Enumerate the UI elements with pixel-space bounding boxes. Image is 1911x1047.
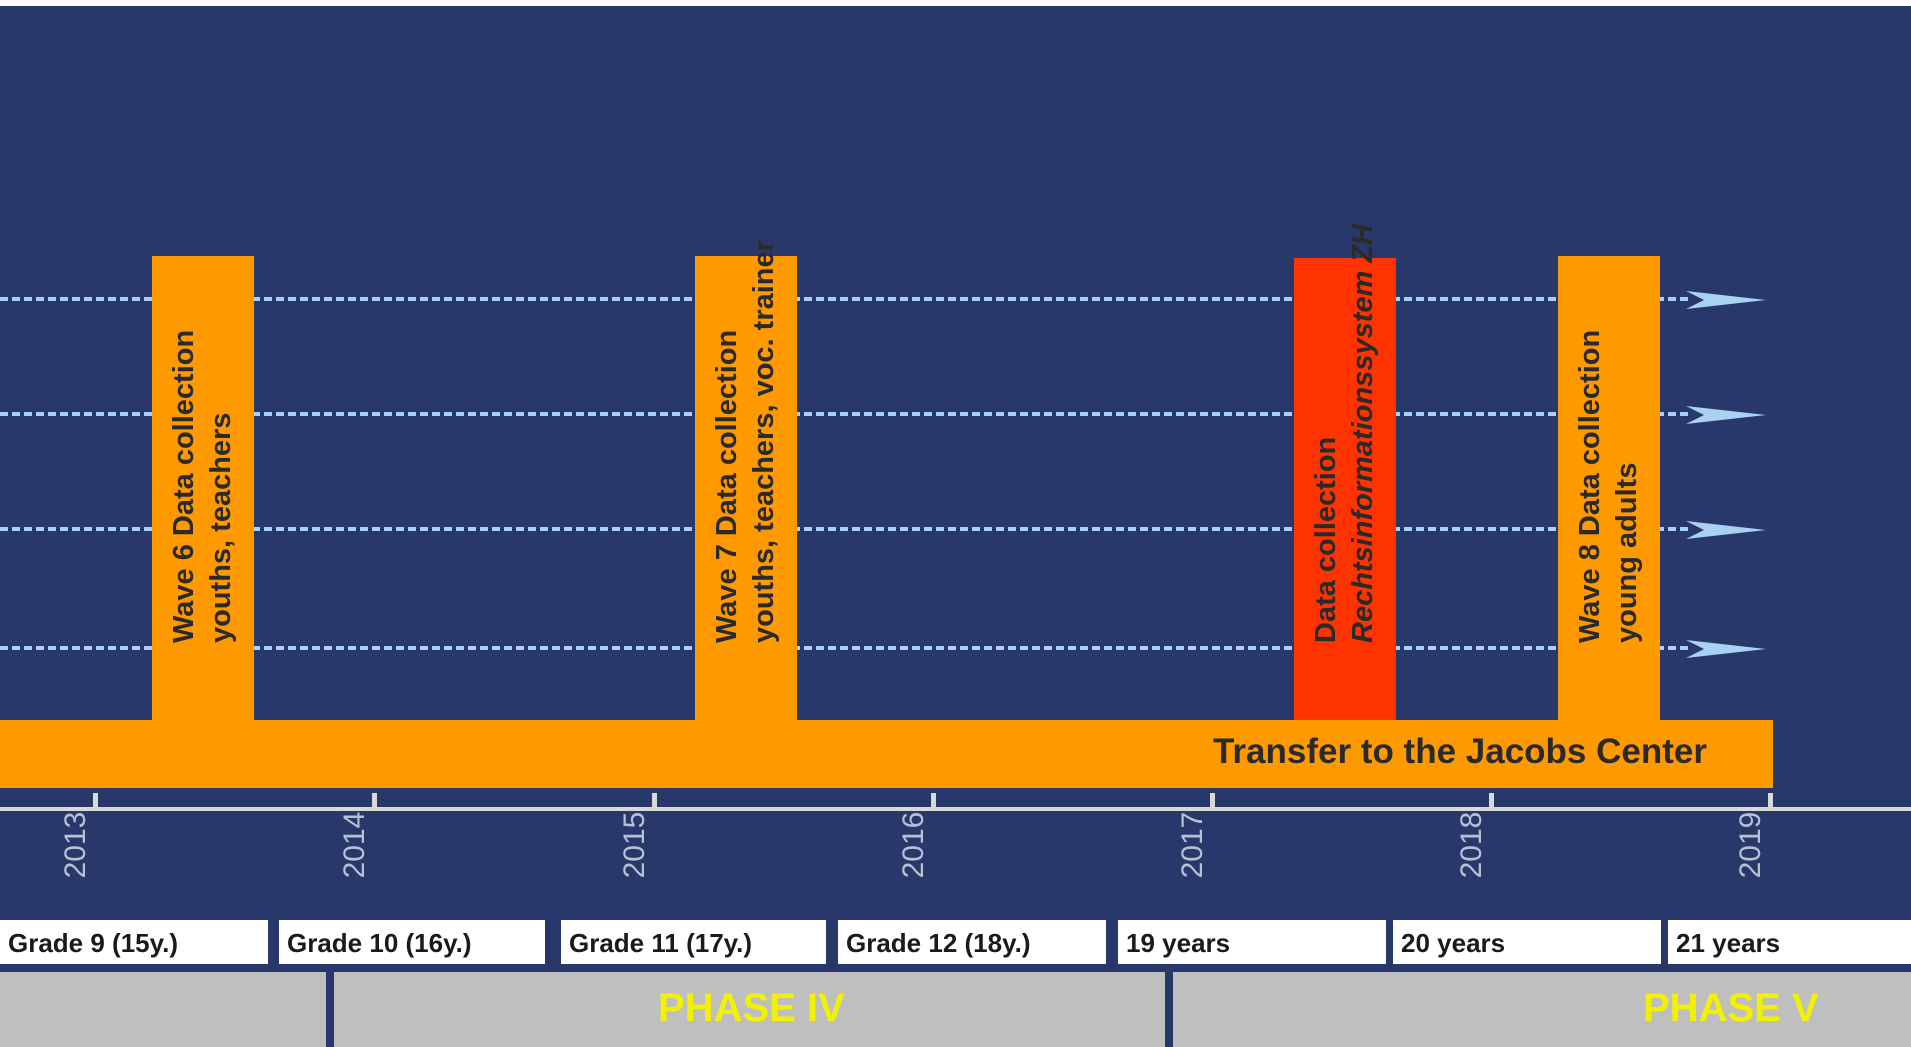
timeline-dash-2 bbox=[0, 412, 1688, 416]
stage-box: Grade 9 (15y.) bbox=[0, 920, 268, 964]
year-tick bbox=[652, 793, 657, 809]
bar-wave6: Wave 6 Data collection youths, teachers bbox=[152, 256, 254, 723]
bar-rechtsinformationssystem: Data collection Rechtsinformationssystem… bbox=[1294, 224, 1396, 723]
stage-box: Grade 11 (17y.) bbox=[561, 920, 826, 964]
bar-line-2: Rechtsinformationssystem ZH bbox=[1347, 224, 1379, 643]
timeline-dash-1 bbox=[0, 297, 1688, 301]
phase-label: PHASE IV bbox=[658, 986, 845, 1030]
arrow-right-icon bbox=[1686, 291, 1766, 309]
year-tick bbox=[1489, 793, 1494, 809]
year-label: 2014 bbox=[338, 811, 371, 879]
transfer-label: Transfer to the Jacobs Center bbox=[1212, 732, 1707, 771]
bar-label-wave7: Wave 7 Data collection youths, teachers,… bbox=[709, 240, 783, 643]
timeline-dash-4 bbox=[0, 646, 1688, 650]
bar-label-wave8: Wave 8 Data collection young adults bbox=[1572, 330, 1646, 643]
year-label: 2019 bbox=[1734, 811, 1767, 879]
bar-line-2: youths, teachers, voc. trainer bbox=[748, 240, 780, 643]
year-tick bbox=[372, 793, 377, 809]
stage-box: 19 years bbox=[1118, 920, 1386, 964]
bar-wave7: Wave 7 Data collection youths, teachers,… bbox=[695, 240, 797, 723]
phase-box-phase-iv: PHASE IV bbox=[334, 972, 1165, 1047]
transfer-band: Transfer to the Jacobs Center bbox=[0, 720, 1773, 788]
year-label: 2018 bbox=[1455, 811, 1488, 879]
phase-box bbox=[0, 972, 326, 1047]
bar-line-1: Data collection bbox=[1310, 436, 1342, 643]
stage-box: 20 years bbox=[1393, 920, 1661, 964]
year-tick bbox=[1210, 793, 1215, 809]
year-tick bbox=[93, 793, 98, 809]
bar-line-2: young adults bbox=[1611, 462, 1643, 643]
arrow-right-icon bbox=[1686, 406, 1766, 424]
arrow-right-icon bbox=[1686, 640, 1766, 658]
stage-box: Grade 10 (16y.) bbox=[279, 920, 545, 964]
year-label: 2015 bbox=[618, 811, 651, 879]
bar-line-1: Wave 7 Data collection bbox=[711, 329, 743, 643]
year-label: 2013 bbox=[59, 811, 92, 879]
phase-label: PHASE V bbox=[1643, 986, 1819, 1030]
year-tick bbox=[1768, 793, 1773, 809]
bar-line-2: youths, teachers bbox=[205, 412, 237, 643]
bar-label-rechtsinformationssystem: Data collection Rechtsinformationssystem… bbox=[1308, 224, 1382, 643]
bar-wave8: Wave 8 Data collection young adults bbox=[1558, 256, 1660, 723]
year-label: 2016 bbox=[897, 811, 930, 879]
bar-line-1: Wave 8 Data collection bbox=[1574, 329, 1606, 643]
timeline-dash-3 bbox=[0, 527, 1688, 531]
stage-box: Grade 12 (18y.) bbox=[838, 920, 1106, 964]
year-tick bbox=[931, 793, 936, 809]
phase-box-phase-v: PHASE V bbox=[1173, 972, 1911, 1047]
year-axis-line bbox=[0, 807, 1911, 811]
year-label: 2017 bbox=[1176, 811, 1209, 879]
arrow-right-icon bbox=[1686, 521, 1766, 539]
bar-line-1: Wave 6 Data collection bbox=[168, 329, 200, 643]
bar-label-wave6: Wave 6 Data collection youths, teachers bbox=[166, 330, 240, 643]
stage-box: 21 years bbox=[1668, 920, 1911, 964]
